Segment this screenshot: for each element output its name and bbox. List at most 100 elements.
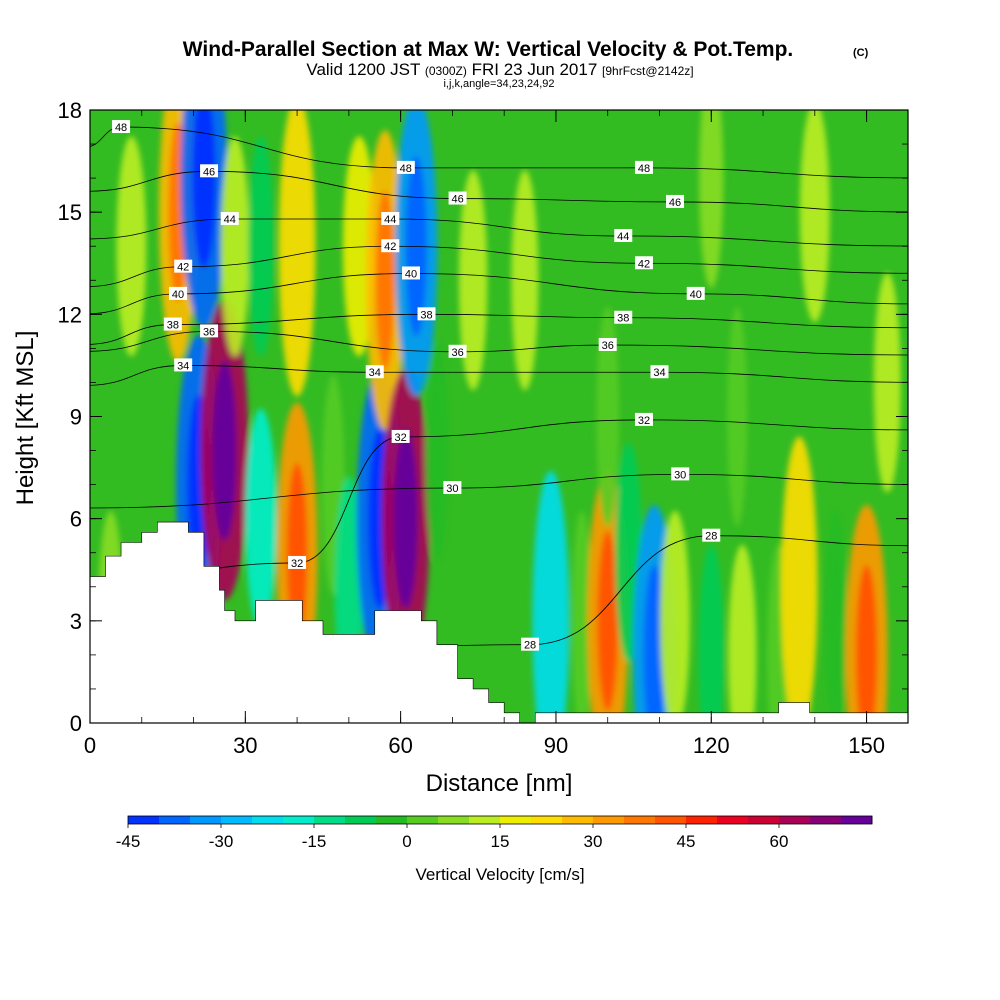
theta-contour-label: 42 [634,256,653,270]
svg-text:38: 38 [167,320,179,332]
svg-text:48: 48 [638,163,650,175]
colorbar-swatch [841,816,873,824]
svg-text:28: 28 [705,531,717,543]
svg-text:30: 30 [446,483,458,495]
subtitle-valid: Valid 1200 JST [306,60,420,79]
colorbar-swatch [221,816,253,824]
svg-text:34: 34 [653,367,665,379]
svg-text:44: 44 [384,214,396,226]
w-cell [458,170,488,391]
subtitle-fcst: [9hrFcst@2142z] [602,64,694,78]
w-cell-core [212,360,237,541]
w-cell [699,110,724,289]
w-cell-core [643,564,665,723]
colorbar-tick-label: -45 [116,832,141,851]
terrain-mask [90,521,908,723]
w-cell-core [597,530,618,711]
theta-contour [90,473,908,509]
w-cell [278,110,316,397]
colorbar-swatch [438,816,470,824]
theta-contour-label: 34 [650,365,669,379]
colorbar-swatch [252,816,284,824]
colorbar-swatch [159,816,191,824]
svg-text:28: 28 [524,640,536,652]
colorbar-swatch [810,816,842,824]
colorbar-swatch [376,816,408,824]
svg-text:32: 32 [638,415,650,427]
x-axis-label: Distance [nm] [426,770,573,797]
svg-text:42: 42 [638,258,650,270]
y-tick-label: 0 [70,711,82,736]
svg-text:32: 32 [395,432,407,444]
colorbar-swatch [283,816,315,824]
chart-subtitle-indices: i,j,k,angle=34,23,24,92 [443,78,554,90]
chart-subtitle: Valid 1200 JST (0300Z) FRI 23 Jun 2017 [… [306,60,693,79]
colorbar-swatch [531,816,563,824]
theta-contour-label: 36 [200,324,219,338]
y-tick-label: 6 [70,507,82,532]
svg-text:38: 38 [617,313,629,325]
w-cell [727,306,748,527]
w-cell-core [855,564,878,723]
svg-text:44: 44 [617,231,629,243]
theta-contour-label: 38 [614,310,633,325]
theta-contour-label: 38 [417,307,436,321]
svg-text:48: 48 [400,163,412,175]
w-cell [571,510,592,723]
w-cell [824,510,847,723]
w-cell [728,544,757,723]
x-tick-label: 0 [84,733,96,758]
w-cell [116,136,147,357]
theta-contour-label: 48 [396,160,415,175]
w-cell [660,510,690,723]
svg-text:36: 36 [451,347,463,359]
colorbar-swatch [562,816,594,824]
svg-text:40: 40 [172,289,184,301]
title-mark: (C) [853,47,869,59]
theta-contour-label: 32 [288,555,307,570]
colorbar-swatch [407,816,439,824]
colorbar-swatch [190,816,222,824]
w-cell [780,436,818,723]
colorbar-swatch [128,816,160,824]
theta-contour-label: 30 [443,481,462,495]
x-tick-label: 120 [693,733,730,758]
svg-text:36: 36 [203,326,215,338]
w-cell [245,408,277,629]
theta-contour-label: 34 [365,365,384,379]
subtitle-zulu: (0300Z) [425,64,467,78]
w-cell-core [375,190,395,371]
theta-contour-label: 28 [521,637,540,652]
w-cell [511,170,539,391]
y-tick-label: 18 [58,98,82,123]
svg-text:46: 46 [203,166,215,178]
w-cell [532,470,570,723]
w-cell-core [192,110,216,269]
theta-contour-label: 38 [163,317,182,332]
w-cell [248,136,274,357]
colorbar-swatch [345,816,377,824]
colorbar-swatch [748,816,780,824]
colorbar-swatch [686,816,718,824]
x-tick-label: 60 [388,733,412,758]
y-tick-label: 12 [58,302,82,327]
theta-contour-label: 44 [381,211,400,226]
colorbar-tick-label: 15 [491,832,510,851]
theta-contour-label: 40 [686,286,705,301]
x-tick-label: 30 [233,733,257,758]
colorbar-title: Vertical Velocity [cm/s] [415,865,584,884]
colorbar-swatch [624,816,656,824]
theta-contour-label: 32 [634,412,653,427]
colorbar-tick-label: -30 [209,832,234,851]
theta-contour-label: 48 [112,120,131,134]
svg-text:48: 48 [115,122,127,134]
svg-text:40: 40 [690,289,702,301]
colorbar-swatch [593,816,625,824]
x-tick-label: 150 [848,733,885,758]
theta-contour-label: 42 [174,259,193,274]
svg-text:34: 34 [369,367,381,379]
theta-contour-label: 44 [614,229,633,243]
x-tick-label: 90 [544,733,568,758]
theta-contour-label: 36 [598,337,617,352]
